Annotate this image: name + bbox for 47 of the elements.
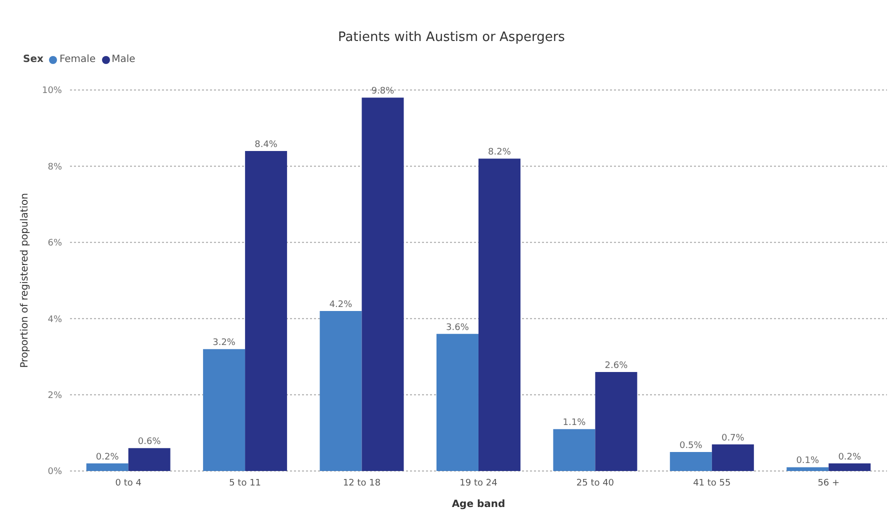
x-tick-label: 41 to 55 — [693, 478, 731, 488]
bar — [553, 429, 596, 471]
data-label: 8.4% — [254, 140, 278, 150]
x-axis-title: Age band — [452, 499, 506, 510]
bar — [786, 467, 829, 471]
bar — [828, 463, 871, 471]
x-tick-label: 25 to 40 — [576, 478, 614, 488]
bar — [670, 452, 712, 471]
bar — [86, 463, 128, 471]
bar — [595, 372, 638, 471]
data-label: 0.6% — [138, 437, 162, 448]
x-tick-label: 19 to 24 — [460, 478, 498, 488]
data-label: 3.6% — [446, 322, 470, 333]
data-label: 9.8% — [371, 86, 395, 97]
x-tick-label: 56 + — [818, 478, 840, 488]
data-label: 1.1% — [562, 418, 586, 428]
data-label: 2.6% — [604, 360, 628, 371]
data-label: 8.2% — [488, 148, 512, 158]
x-tick-label: 5 to 11 — [229, 478, 262, 488]
y-tick-label: 10% — [42, 86, 62, 96]
legend-title: Sex — [23, 54, 44, 65]
bar — [436, 334, 478, 471]
data-label: 0.2% — [838, 452, 862, 462]
legend-label: Female — [59, 54, 96, 65]
bar — [128, 448, 170, 471]
y-tick-label: 6% — [48, 238, 62, 249]
data-label: 0.2% — [96, 452, 120, 462]
data-label: 0.7% — [721, 433, 745, 444]
bar — [712, 444, 754, 471]
y-axis-title: Proportion of registered population — [20, 193, 31, 368]
data-label: 0.5% — [679, 440, 703, 451]
x-tick-label: 0 to 4 — [115, 478, 142, 488]
bar — [478, 158, 520, 471]
bar — [320, 310, 362, 471]
y-tick-label: 4% — [48, 314, 62, 325]
data-label: 4.2% — [329, 300, 353, 310]
bar — [203, 349, 246, 471]
data-label: 0.1% — [796, 456, 820, 466]
bar — [362, 98, 404, 471]
chart-title: Patients with Austism or Aspergers — [337, 30, 566, 45]
x-tick-label: 12 to 18 — [342, 478, 381, 488]
bar — [245, 150, 288, 471]
y-tick-label: 8% — [48, 162, 62, 172]
y-tick-label: 2% — [48, 390, 62, 401]
legend-label: Male — [112, 54, 136, 65]
y-tick-label: 0% — [48, 467, 62, 478]
data-label: 3.2% — [212, 338, 236, 348]
